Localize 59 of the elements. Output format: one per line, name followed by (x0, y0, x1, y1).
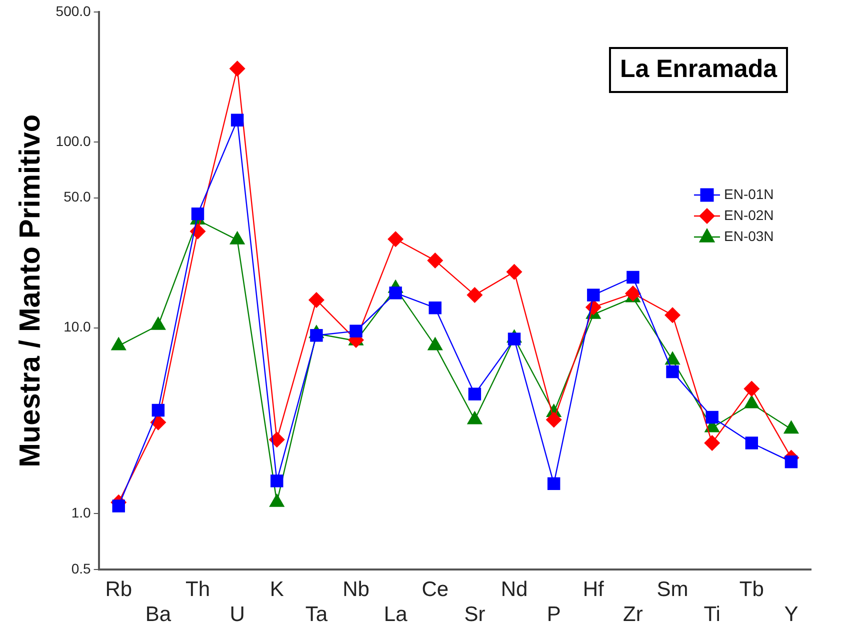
point (388, 231, 404, 248)
point (229, 60, 246, 77)
x-tick-label: Ce (422, 578, 449, 601)
point (626, 270, 640, 284)
y-tick-label: 0.5 (71, 560, 92, 576)
point (468, 388, 482, 400)
x-tick-label: Nd (500, 578, 528, 601)
point (190, 223, 206, 240)
text: La Enramada (620, 54, 778, 83)
point (547, 477, 560, 490)
y-tick-label: 1.0 (71, 504, 92, 521)
legend-label: EN-02N (724, 206, 774, 223)
x-tick-label: Sm (656, 578, 688, 601)
point (268, 432, 285, 448)
x-tick-label: P (546, 603, 561, 626)
point (230, 114, 244, 126)
x-tick-label: La (384, 603, 408, 626)
x-tick-label: Ti (704, 603, 720, 626)
y-tick-label: 500.0 (56, 2, 92, 19)
point (587, 288, 600, 302)
x-tick-label: Ba (145, 603, 172, 626)
point (427, 252, 444, 269)
x-tick-label: Sr (464, 603, 486, 626)
point (745, 436, 758, 450)
legend-label: EN-01N (724, 186, 774, 202)
point (706, 410, 718, 424)
point (191, 208, 204, 220)
point (666, 365, 679, 378)
point (704, 434, 720, 451)
point (310, 329, 323, 342)
x-tick-label: Zr (623, 603, 643, 626)
x-tick-label: U (230, 603, 245, 626)
point (428, 301, 442, 314)
x-tick-label: Th (185, 578, 210, 601)
point (152, 404, 165, 417)
y-tick-label: 50.0 (64, 188, 92, 205)
point (350, 324, 362, 338)
point (546, 412, 562, 428)
point (506, 264, 522, 280)
legend-label: EN-03N (724, 228, 774, 244)
point (270, 474, 284, 488)
point (112, 500, 125, 512)
y-axis-title: Muestra / Manto Primitivo (14, 114, 46, 468)
x-tick-label: Ta (305, 603, 328, 626)
point (389, 286, 402, 300)
x-tick-label: Hf (582, 578, 604, 601)
point (466, 287, 483, 304)
point (784, 455, 798, 468)
y-tick-label: 100.0 (56, 132, 92, 149)
x-tick-label: K (270, 578, 284, 601)
x-tick-label: Rb (105, 578, 132, 601)
x-tick-label: Y (784, 603, 798, 626)
point (744, 380, 760, 397)
point (664, 307, 681, 324)
point (308, 292, 324, 308)
x-tick-label: Tb (739, 578, 764, 601)
y-tick-label: 10.0 (64, 318, 92, 335)
point (624, 285, 641, 302)
x-tick-label: Nb (342, 578, 370, 601)
